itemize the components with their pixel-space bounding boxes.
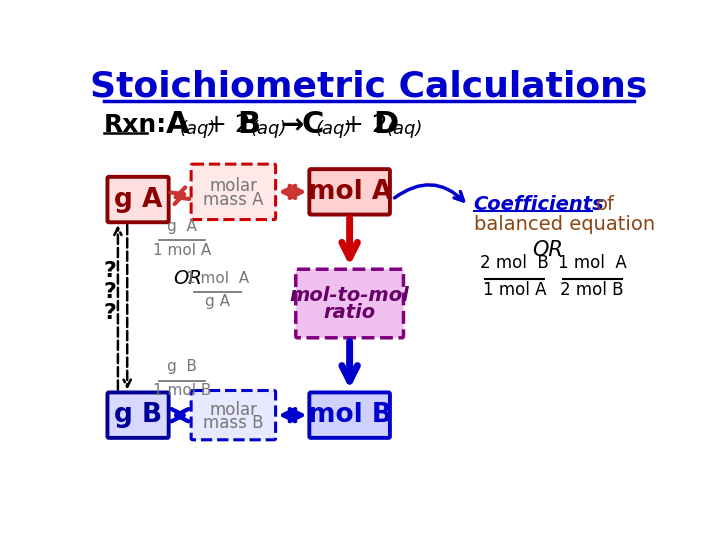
Text: 1 mol A: 1 mol A: [483, 281, 546, 299]
Text: C: C: [302, 110, 324, 139]
Text: mol A: mol A: [307, 179, 392, 205]
Text: molar: molar: [210, 178, 257, 195]
Text: g  A: g A: [167, 219, 197, 234]
Text: 2 mol  B: 2 mol B: [480, 254, 549, 272]
Text: g A: g A: [114, 186, 162, 213]
Text: D: D: [374, 110, 399, 139]
Text: (aq): (aq): [387, 120, 423, 138]
Text: mol B: mol B: [307, 402, 392, 428]
FancyBboxPatch shape: [310, 169, 390, 214]
Text: + 2: + 2: [206, 113, 251, 137]
Text: mass B: mass B: [203, 414, 264, 432]
Text: g A: g A: [205, 294, 230, 309]
Text: ?: ?: [104, 303, 117, 323]
Text: g B: g B: [114, 402, 162, 428]
Text: 1 mol B: 1 mol B: [153, 383, 211, 398]
Text: B: B: [238, 110, 261, 139]
Text: 1 mol  A: 1 mol A: [558, 254, 626, 272]
Text: Rxn:: Rxn:: [104, 113, 167, 137]
Text: (aq): (aq): [179, 120, 215, 138]
Text: mass A: mass A: [203, 191, 264, 208]
Text: of: of: [596, 195, 615, 214]
Text: molar: molar: [210, 401, 257, 418]
Text: g  B: g B: [167, 359, 197, 374]
Text: (aq): (aq): [315, 120, 352, 138]
FancyBboxPatch shape: [296, 269, 403, 338]
Text: 1 mol  A: 1 mol A: [186, 271, 249, 286]
Text: A: A: [166, 110, 189, 139]
Text: ?: ?: [104, 261, 117, 281]
Text: OR: OR: [532, 240, 563, 260]
Text: OR: OR: [174, 269, 202, 288]
Text: 1 mol A: 1 mol A: [153, 242, 211, 258]
Text: ?: ?: [104, 282, 117, 302]
Text: + 2: + 2: [343, 113, 387, 137]
Text: balanced equation: balanced equation: [474, 215, 654, 234]
Text: Coefficients: Coefficients: [474, 195, 604, 214]
Text: →: →: [281, 111, 304, 139]
Text: mol-to-mol: mol-to-mol: [289, 286, 410, 305]
Text: Stoichiometric Calculations: Stoichiometric Calculations: [90, 69, 648, 103]
Text: (aq): (aq): [251, 120, 287, 138]
Text: 2 mol B: 2 mol B: [560, 281, 624, 299]
Text: ratio: ratio: [323, 303, 376, 322]
FancyBboxPatch shape: [191, 164, 276, 220]
FancyBboxPatch shape: [310, 393, 390, 438]
FancyBboxPatch shape: [191, 390, 276, 440]
FancyBboxPatch shape: [107, 393, 168, 438]
FancyBboxPatch shape: [107, 177, 168, 222]
